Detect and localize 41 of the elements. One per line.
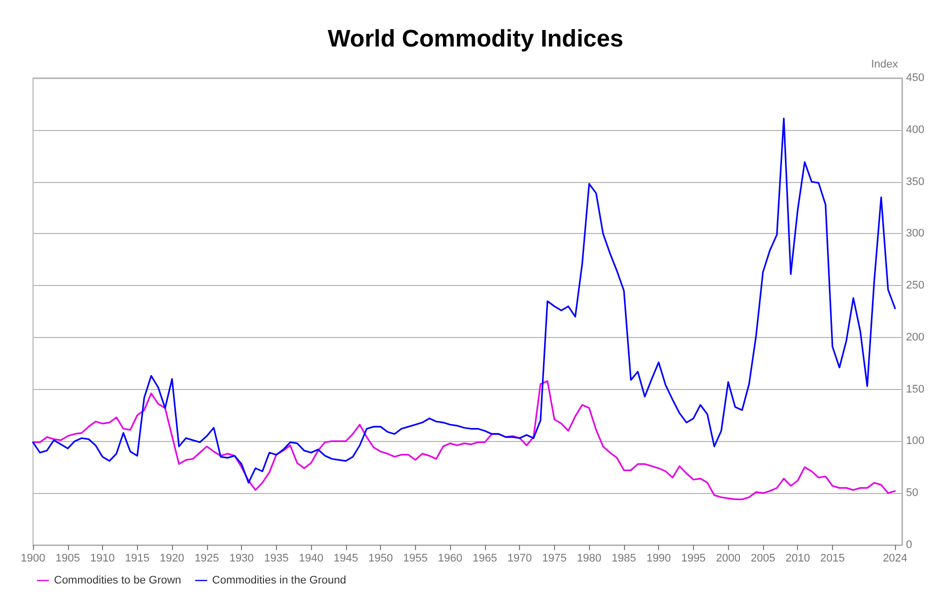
x-tick-label: 1920 bbox=[160, 552, 184, 564]
x-tick-label: 1945 bbox=[334, 552, 358, 564]
x-tick-label: 1970 bbox=[507, 552, 532, 564]
x-tick-label: 1930 bbox=[229, 552, 254, 564]
y-tick-label: 450 bbox=[906, 72, 924, 84]
line-series bbox=[32, 118, 896, 484]
y-tick-label: 50 bbox=[906, 487, 918, 500]
y-tick-label: 300 bbox=[906, 228, 924, 240]
x-tick-label: 1915 bbox=[125, 552, 150, 564]
x-tick-label: 1980 bbox=[576, 552, 602, 564]
x-tick-label: 1975 bbox=[542, 552, 567, 564]
y-tick-label: 250 bbox=[906, 280, 924, 292]
x-tick-label: 2024 bbox=[882, 552, 908, 564]
line-series bbox=[32, 380, 896, 500]
legend-label: Commodities to be Grown bbox=[54, 574, 182, 586]
x-tick-label: 2015 bbox=[820, 552, 845, 564]
x-tick-label: 1935 bbox=[264, 552, 289, 564]
x-tick-label: 1995 bbox=[681, 552, 706, 564]
y-tick-label: 150 bbox=[906, 383, 924, 396]
y-tick-label: 100 bbox=[906, 435, 924, 448]
x-tick-label: 1985 bbox=[612, 552, 636, 564]
y-axis-title: Index bbox=[871, 58, 898, 70]
x-tick-label: 2010 bbox=[785, 552, 810, 564]
chart-title: World Commodity Indices bbox=[328, 26, 624, 52]
x-tick-label: 1900 bbox=[20, 552, 46, 564]
x-tick-label: 2005 bbox=[750, 552, 776, 564]
x-tick-label: 1960 bbox=[438, 552, 462, 564]
y-tick-label: 200 bbox=[906, 331, 924, 344]
x-tick-label: 1990 bbox=[646, 552, 671, 564]
x-tick-label: 1940 bbox=[298, 552, 324, 564]
x-tick-label: 2000 bbox=[716, 552, 740, 564]
x-tick-label: 1955 bbox=[403, 552, 428, 564]
x-tick-label: 1910 bbox=[90, 552, 115, 564]
y-tick-label: 350 bbox=[906, 176, 924, 188]
x-tick-label: 1950 bbox=[368, 552, 393, 564]
y-tick-label: 0 bbox=[906, 539, 912, 551]
x-tick-label: 1965 bbox=[472, 552, 498, 564]
x-tick-label: 1905 bbox=[56, 552, 80, 564]
y-tick-label: 400 bbox=[906, 124, 924, 136]
legend-label: Commodities in the Ground bbox=[212, 574, 346, 586]
x-tick-label: 1925 bbox=[194, 552, 220, 564]
